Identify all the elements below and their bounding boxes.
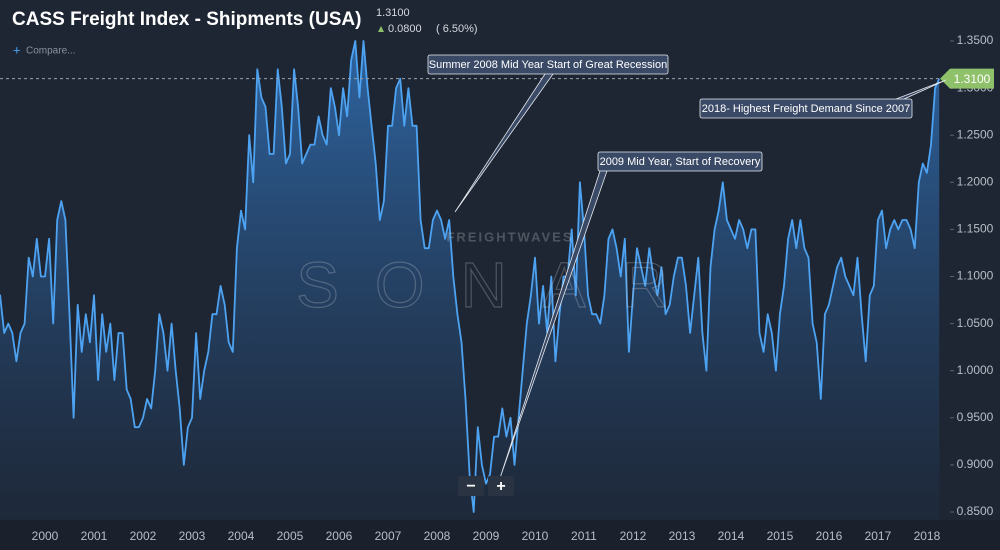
x-tick-label: 2005 xyxy=(277,529,304,543)
annotation-box xyxy=(597,151,763,172)
x-tick-label: 2000 xyxy=(32,529,59,543)
watermark-brand: FREIGHTWAVES xyxy=(446,229,573,244)
zoom-button-label: − xyxy=(466,478,475,495)
change-value: 0.0800 xyxy=(388,23,422,35)
current-value-tag xyxy=(940,68,994,89)
annotation-text: Summer 2008 Mid Year Start of Great Rece… xyxy=(429,59,667,71)
compare-button[interactable]: + Compare... xyxy=(13,42,75,57)
y-tick-label: 1.2000 xyxy=(957,174,994,188)
annotation-box xyxy=(699,98,913,119)
area xyxy=(0,41,940,520)
up-arrow xyxy=(378,26,384,32)
y-tick-label: 0.9500 xyxy=(957,410,994,424)
annotation-callout xyxy=(454,73,554,213)
y-tick-label: 1.2500 xyxy=(957,127,994,141)
plot-area xyxy=(0,40,941,520)
line xyxy=(0,40,941,513)
change-percent: ( 6.50%) xyxy=(436,23,478,35)
x-tick-label: 2012 xyxy=(620,529,647,543)
x-tick-label: 2010 xyxy=(522,529,549,543)
annotation-box xyxy=(427,54,669,75)
y-tick-label: 1.1500 xyxy=(957,222,994,236)
compare-plus: + xyxy=(13,42,21,57)
annotation-text: 2018- Highest Freight Demand Since 2007 xyxy=(702,103,911,115)
zoom-button-bg xyxy=(488,476,514,496)
y-tick-label: 0.8500 xyxy=(957,504,994,518)
annotation-callout xyxy=(895,79,947,100)
watermark: FREIGHTWAVES SONAR xyxy=(296,229,704,321)
x-tick-label: 2007 xyxy=(375,529,402,543)
x-tick-label: 2017 xyxy=(865,529,892,543)
y-tick-label: 1.0500 xyxy=(957,316,994,330)
zoom-button[interactable]: − xyxy=(458,476,484,496)
current-value-tag-label: 1.3100 xyxy=(954,72,991,86)
x-axis-strip xyxy=(0,520,1000,550)
y-tick-label: 0.9000 xyxy=(957,457,994,471)
x-tick-label: 2016 xyxy=(816,529,843,543)
x-tick-label: 2002 xyxy=(130,529,157,543)
compare-label: Compare... xyxy=(26,46,75,57)
y-tick-label: 1.1000 xyxy=(957,269,994,283)
x-tick-label: 2006 xyxy=(326,529,353,543)
y-tick-label: 1.0000 xyxy=(957,363,994,377)
x-tick-label: 2009 xyxy=(473,529,500,543)
watermark-product: SONAR xyxy=(296,249,704,321)
x-tick-label: 2018 xyxy=(914,529,941,543)
header: CASS Freight Index - Shipments (USA) 1.3… xyxy=(12,7,478,58)
x-tick-label: 2008 xyxy=(424,529,451,543)
x-tick-label: 2011 xyxy=(571,529,597,543)
x-tick-label: 2014 xyxy=(718,529,745,543)
x-tick-label: 2004 xyxy=(228,529,255,543)
chart-title: CASS Freight Index - Shipments (USA) xyxy=(12,9,361,30)
current-value: 1.3100 xyxy=(376,7,410,19)
x-tick-label: 2013 xyxy=(669,529,696,543)
zoom-button-label: + xyxy=(496,478,505,495)
annotation-text: 2009 Mid Year, Start of Recovery xyxy=(600,156,761,168)
zoom-button-bg xyxy=(458,476,484,496)
y-tick-label: 1.3500 xyxy=(957,33,994,47)
zoom-button[interactable]: + xyxy=(488,476,514,496)
x-tick-label: 2015 xyxy=(767,529,794,543)
x-tick-label: 2003 xyxy=(179,529,206,543)
x-tick-label: 2001 xyxy=(81,529,108,543)
